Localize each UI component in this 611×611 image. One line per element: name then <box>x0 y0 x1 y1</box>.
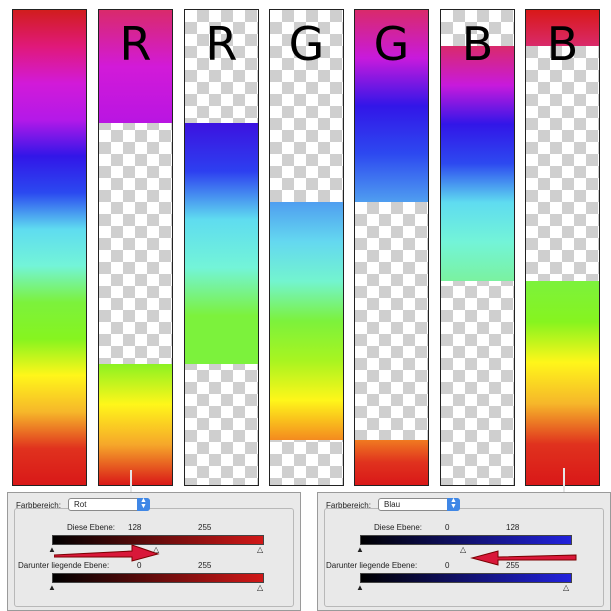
color-segment <box>355 439 428 485</box>
color-segment <box>355 10 428 203</box>
triangle-slider-icon[interactable]: ▲ <box>48 583 56 592</box>
farbbereich-label: Farbbereich: <box>326 501 371 510</box>
color-segment <box>185 122 258 364</box>
color-segment <box>13 10 86 485</box>
channel-strip-2: R <box>184 9 259 486</box>
farbbereich-select[interactable]: Rot ▲ ▼ <box>68 497 150 511</box>
triangle-slider-icon[interactable]: ▲ <box>356 583 364 592</box>
color-segment <box>526 10 599 46</box>
channel-strip-3: G <box>269 9 344 486</box>
triangle-slider-icon[interactable]: △ <box>460 545 467 554</box>
triangle-slider-icon[interactable]: ▲ <box>48 545 56 554</box>
triangle-slider-icon[interactable]: △ <box>153 545 160 554</box>
under-layer-value-high: 255 <box>198 561 212 570</box>
this-layer-value-low: 128 <box>128 523 142 532</box>
blend-panel-red: Farbbereich: Rot ▲ ▼ Diese Ebene: 128 255… <box>7 492 301 611</box>
red-arrow-icon <box>470 550 577 566</box>
red-arrow-icon <box>54 544 160 562</box>
channel-strip-0 <box>12 9 87 486</box>
this-layer-gradient <box>52 535 264 545</box>
blend-panel-blue: Farbbereich: Blau ▲ ▼ Diese Ebene: 0 128 … <box>317 492 611 611</box>
farbbereich-label: Farbbereich: <box>16 501 61 510</box>
channel-letter: R <box>205 17 238 71</box>
this-layer-value-low: 0 <box>445 523 450 532</box>
under-layer-gradient <box>52 573 264 583</box>
this-layer-label: Diese Ebene: <box>374 523 423 532</box>
this-layer-label: Diese Ebene: <box>67 523 116 532</box>
color-segment <box>99 363 172 485</box>
panel-frame <box>324 508 604 607</box>
triangle-slider-icon[interactable]: ▲ <box>356 545 364 554</box>
under-layer-value-low: 0 <box>137 561 142 570</box>
panel-frame <box>14 508 294 607</box>
under-layer-label: Darunter liegende Ebene: <box>326 561 418 570</box>
farbbereich-value: Rot <box>74 500 87 509</box>
color-segment <box>99 10 172 123</box>
color-segment <box>441 45 514 281</box>
this-layer-gradient <box>360 535 572 545</box>
channel-strip-5: B <box>440 9 515 486</box>
chevron-updown-icon[interactable]: ▲ ▼ <box>447 497 460 511</box>
channel-letter: B <box>546 17 579 71</box>
triangle-slider-icon[interactable]: △ <box>257 583 264 592</box>
connector-line-red <box>130 470 132 494</box>
channel-letter: R <box>119 17 152 71</box>
triangle-slider-icon[interactable]: △ <box>563 583 570 592</box>
farbbereich-value: Blau <box>384 500 401 509</box>
channel-letter: G <box>288 17 325 71</box>
connector-line-blue <box>563 468 565 494</box>
triangle-slider-icon[interactable]: △ <box>257 545 264 554</box>
chevron-updown-icon[interactable]: ▲ ▼ <box>137 497 150 511</box>
channel-strip-1: R <box>98 9 173 486</box>
channel-letter: B <box>461 17 494 71</box>
farbbereich-select[interactable]: Blau ▲ ▼ <box>378 497 460 511</box>
under-layer-gradient <box>360 573 572 583</box>
under-layer-label: Darunter liegende Ebene: <box>18 561 110 570</box>
channel-strip-4: G <box>354 9 429 486</box>
color-segment <box>270 202 343 440</box>
under-layer-value-low: 0 <box>445 561 450 570</box>
channel-letter: G <box>373 17 410 71</box>
under-layer-value-high: 255 <box>506 561 520 570</box>
channel-strip-6: B <box>525 9 600 486</box>
color-segment <box>526 280 599 485</box>
this-layer-value-high: 128 <box>506 523 520 532</box>
this-layer-value-high: 255 <box>198 523 212 532</box>
